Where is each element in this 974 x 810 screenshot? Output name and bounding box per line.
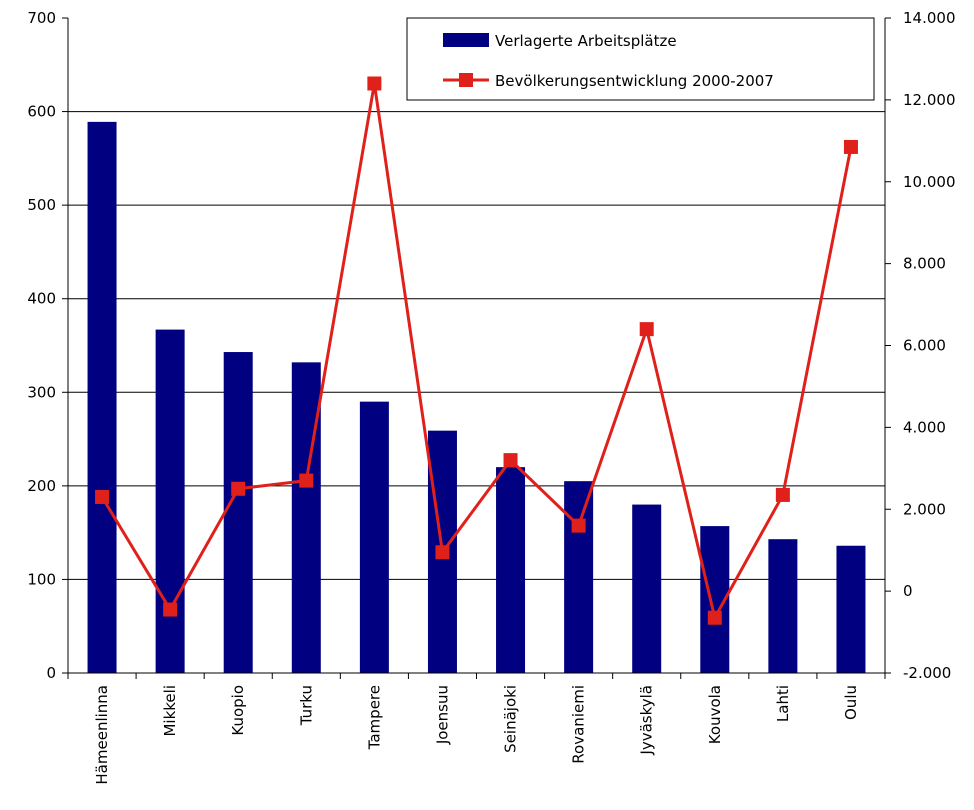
- category-label: Kouvola: [706, 685, 724, 744]
- legend-label-line: Bevölkerungsentwicklung 2000-2007: [495, 72, 774, 90]
- right-tick-label: 2.000: [903, 500, 946, 518]
- series-line: [100, 82, 853, 620]
- right-tick-label: 6.000: [903, 337, 946, 355]
- bar: [291, 362, 321, 673]
- category-label: Tampere: [365, 685, 383, 750]
- bar: [223, 352, 253, 673]
- left-tick-label: 300: [27, 383, 56, 401]
- category-label: Rovaniemi: [570, 685, 588, 764]
- line-point: [435, 545, 450, 560]
- right-tick-label: 0: [903, 582, 913, 600]
- line-point: [163, 602, 178, 617]
- category-label: Seinäjoki: [502, 685, 520, 753]
- category-label: Jyväskylä: [638, 685, 656, 756]
- left-tick-label: 200: [27, 477, 56, 495]
- category-labels: Hämeenlinna Mikkeli Kuopio Turku Tampere Joen…: [93, 685, 860, 785]
- right-axis-ticks: -2.000 0 2.000 4.000 6.000 8.000 10.000 12.000 1…: [885, 9, 956, 682]
- category-label: Lahti: [774, 685, 792, 722]
- left-tick-label: 700: [27, 9, 56, 27]
- category-label: Kuopio: [229, 685, 247, 736]
- left-tick-label: 600: [27, 103, 56, 121]
- bar: [564, 481, 594, 673]
- line-point: [639, 322, 654, 337]
- right-tick-label: 8.000: [903, 255, 946, 273]
- right-tick-label: 4.000: [903, 418, 946, 436]
- left-tick-label: 0: [46, 664, 56, 682]
- bar: [836, 545, 866, 673]
- gridlines: [68, 111, 885, 580]
- right-tick-label: 10.000: [903, 173, 956, 191]
- left-axis-ticks: 0 100 200 300 400 500 600 700: [27, 9, 68, 682]
- legend-swatch-marker: [459, 73, 473, 87]
- legend-label-bars: Verlagerte Arbeitsplätze: [495, 32, 677, 50]
- right-tick-label: 14.000: [903, 9, 956, 27]
- bar: [359, 401, 389, 673]
- bar: [496, 467, 526, 673]
- line-point: [231, 481, 246, 496]
- right-tick-label: 12.000: [903, 91, 956, 109]
- line-point: [95, 489, 110, 504]
- category-label: Mikkeli: [161, 685, 179, 737]
- left-tick-label: 500: [27, 196, 56, 214]
- bar: [155, 329, 185, 673]
- bar: [87, 121, 117, 674]
- line-point: [503, 453, 518, 468]
- left-tick-label: 100: [27, 570, 56, 588]
- bar: [768, 539, 798, 673]
- line-point: [571, 518, 586, 533]
- category-label: Oulu: [842, 685, 860, 720]
- bar: [632, 504, 662, 673]
- legend-box: [406, 17, 875, 101]
- line-series: [95, 76, 858, 625]
- line-point: [775, 487, 790, 502]
- legend: Verlagerte Arbeitsplätze Bevölkerungsent…: [406, 17, 875, 101]
- right-tick-label: -2.000: [903, 664, 951, 682]
- category-label: Joensuu: [433, 685, 451, 745]
- line-point: [299, 473, 314, 488]
- category-label: Hämeenlinna: [93, 685, 111, 785]
- left-tick-label: 400: [27, 290, 56, 308]
- bar-series: [87, 121, 866, 674]
- legend-swatch-bars: [443, 33, 489, 47]
- category-label: Turku: [297, 685, 315, 726]
- line-point: [843, 139, 858, 154]
- line-point: [707, 610, 722, 625]
- line-point: [367, 76, 382, 91]
